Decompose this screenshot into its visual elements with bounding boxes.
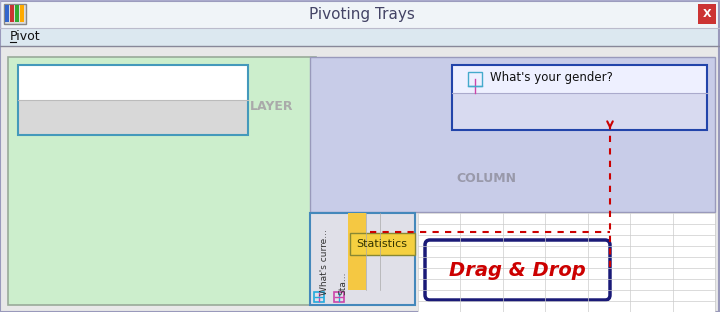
FancyBboxPatch shape [0,0,720,28]
FancyBboxPatch shape [0,28,720,46]
Text: Pivoting Trays: Pivoting Trays [309,7,415,22]
Text: Pivot: Pivot [10,31,40,43]
Text: Statistics: Statistics [356,239,408,249]
FancyBboxPatch shape [350,233,415,255]
Text: X: X [703,9,711,19]
Text: What's your gender?: What's your gender? [490,71,613,85]
Text: Drag & Drop: Drag & Drop [449,261,585,280]
Text: Sta...: Sta... [338,271,347,295]
Text: COLUMN: COLUMN [456,172,516,184]
FancyBboxPatch shape [8,57,316,305]
FancyBboxPatch shape [425,240,610,300]
FancyBboxPatch shape [452,93,707,130]
Text: LAYER: LAYER [250,100,294,114]
FancyBboxPatch shape [348,213,366,290]
FancyBboxPatch shape [4,4,26,24]
FancyBboxPatch shape [418,213,715,312]
FancyBboxPatch shape [698,4,716,24]
FancyBboxPatch shape [5,5,9,22]
FancyBboxPatch shape [20,5,24,22]
FancyBboxPatch shape [18,100,248,135]
FancyBboxPatch shape [0,46,720,312]
FancyBboxPatch shape [310,213,415,305]
FancyBboxPatch shape [18,65,248,100]
FancyBboxPatch shape [452,65,707,93]
Text: What's curre...: What's curre... [320,229,329,295]
FancyBboxPatch shape [310,57,715,212]
FancyBboxPatch shape [15,5,19,22]
FancyBboxPatch shape [10,5,14,22]
